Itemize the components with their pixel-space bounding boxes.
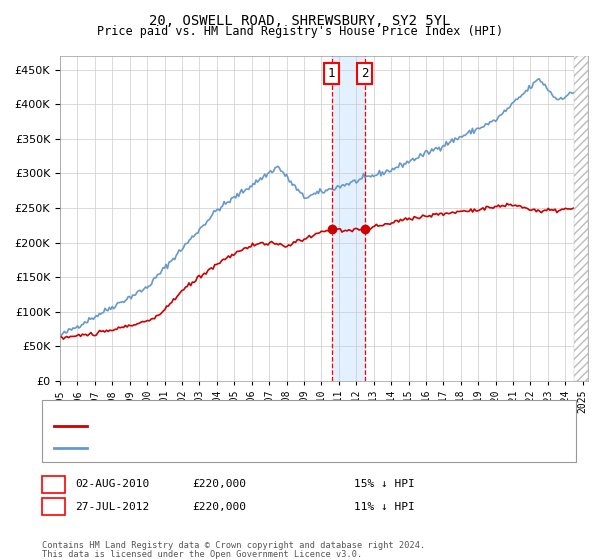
Text: HPI: Average price, detached house, Shropshire: HPI: Average price, detached house, Shro…	[93, 443, 380, 453]
Text: 20, OSWELL ROAD, SHREWSBURY, SY2 5YL: 20, OSWELL ROAD, SHREWSBURY, SY2 5YL	[149, 14, 451, 28]
Text: Price paid vs. HM Land Registry's House Price Index (HPI): Price paid vs. HM Land Registry's House …	[97, 25, 503, 38]
Text: 02-AUG-2010: 02-AUG-2010	[75, 479, 149, 489]
Text: This data is licensed under the Open Government Licence v3.0.: This data is licensed under the Open Gov…	[42, 550, 362, 559]
Text: 1: 1	[50, 479, 57, 489]
Text: Contains HM Land Registry data © Crown copyright and database right 2024.: Contains HM Land Registry data © Crown c…	[42, 541, 425, 550]
Text: 1: 1	[328, 67, 335, 80]
Text: 2: 2	[50, 502, 57, 512]
Text: 11% ↓ HPI: 11% ↓ HPI	[354, 502, 415, 512]
Text: 15% ↓ HPI: 15% ↓ HPI	[354, 479, 415, 489]
Text: 20, OSWELL ROAD, SHREWSBURY, SY2 5YL (detached house): 20, OSWELL ROAD, SHREWSBURY, SY2 5YL (de…	[93, 421, 424, 431]
Text: 2: 2	[361, 67, 369, 80]
Text: £220,000: £220,000	[192, 479, 246, 489]
Bar	[332, 56, 365, 381]
Text: 27-JUL-2012: 27-JUL-2012	[75, 502, 149, 512]
Text: £220,000: £220,000	[192, 502, 246, 512]
